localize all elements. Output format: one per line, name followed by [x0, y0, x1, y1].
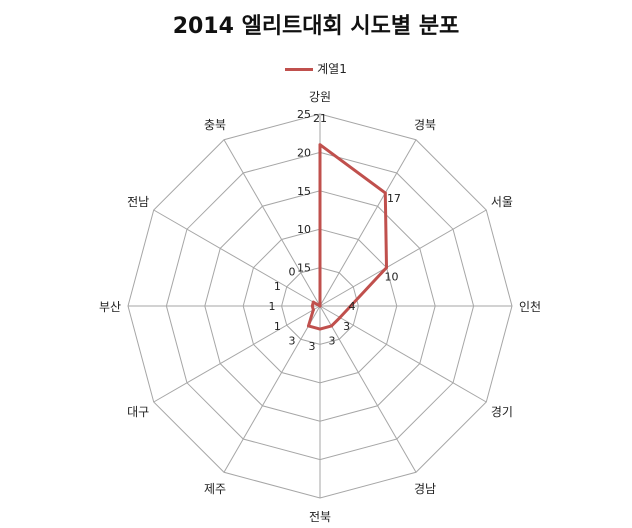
data-point: [318, 304, 322, 308]
legend-label: 계열1: [317, 62, 347, 76]
category-label: 충북: [204, 118, 226, 132]
category-label: 서울: [491, 195, 513, 209]
data-label: 4: [349, 300, 356, 313]
axis-tick-label: 15: [297, 262, 311, 275]
grid-spoke: [319, 305, 487, 403]
data-label: 1: [274, 280, 281, 293]
grid-spoke: [319, 305, 417, 473]
category-label: 경기: [491, 405, 513, 419]
data-point: [311, 308, 315, 312]
legend-swatch: [285, 68, 314, 71]
axis-tick-label: 25: [297, 108, 311, 121]
data-label: 10: [385, 270, 399, 283]
category-label: 강원: [309, 90, 331, 104]
data-label: 0: [289, 265, 296, 278]
data-point: [310, 304, 314, 308]
data-label: 3: [309, 340, 316, 353]
data-point: [385, 266, 389, 270]
chart-title: 2014 엘리트대회 시도별 분포: [172, 14, 460, 39]
category-label: 전남: [127, 195, 149, 209]
data-point: [306, 324, 310, 328]
category-label: 제주: [204, 482, 226, 496]
legend: 계열1: [0, 60, 632, 77]
data-point: [338, 316, 342, 320]
data-point: [349, 304, 353, 308]
grid-spoke: [319, 139, 417, 307]
data-label: 3: [289, 335, 296, 348]
data-label: 1: [269, 300, 276, 313]
category-label: 대구: [127, 405, 149, 419]
category-label: 인천: [519, 299, 541, 314]
grid-spoke: [223, 305, 321, 473]
data-point: [311, 300, 315, 304]
category-label: 전북: [309, 510, 331, 524]
grid-spoke: [223, 139, 321, 307]
grid-spoke: [319, 209, 487, 307]
category-label: 경남: [414, 482, 436, 496]
axis-tick-label: 20: [297, 146, 311, 159]
category-label: 경북: [414, 118, 436, 132]
data-label: 3: [329, 335, 336, 348]
category-label: 부산: [99, 300, 121, 314]
data-label: 17: [387, 192, 401, 205]
data-point: [330, 324, 334, 328]
grid-spoke: [153, 209, 321, 307]
data-label: 21: [313, 112, 327, 125]
grid-spoke: [153, 305, 321, 403]
axis-tick-label: 10: [297, 223, 311, 236]
axis-tick-label: 15: [297, 185, 311, 198]
data-point: [383, 191, 387, 195]
data-point: [318, 143, 322, 147]
data-label: 3: [343, 320, 350, 333]
data-point: [318, 327, 322, 331]
data-label: 1: [274, 320, 281, 333]
